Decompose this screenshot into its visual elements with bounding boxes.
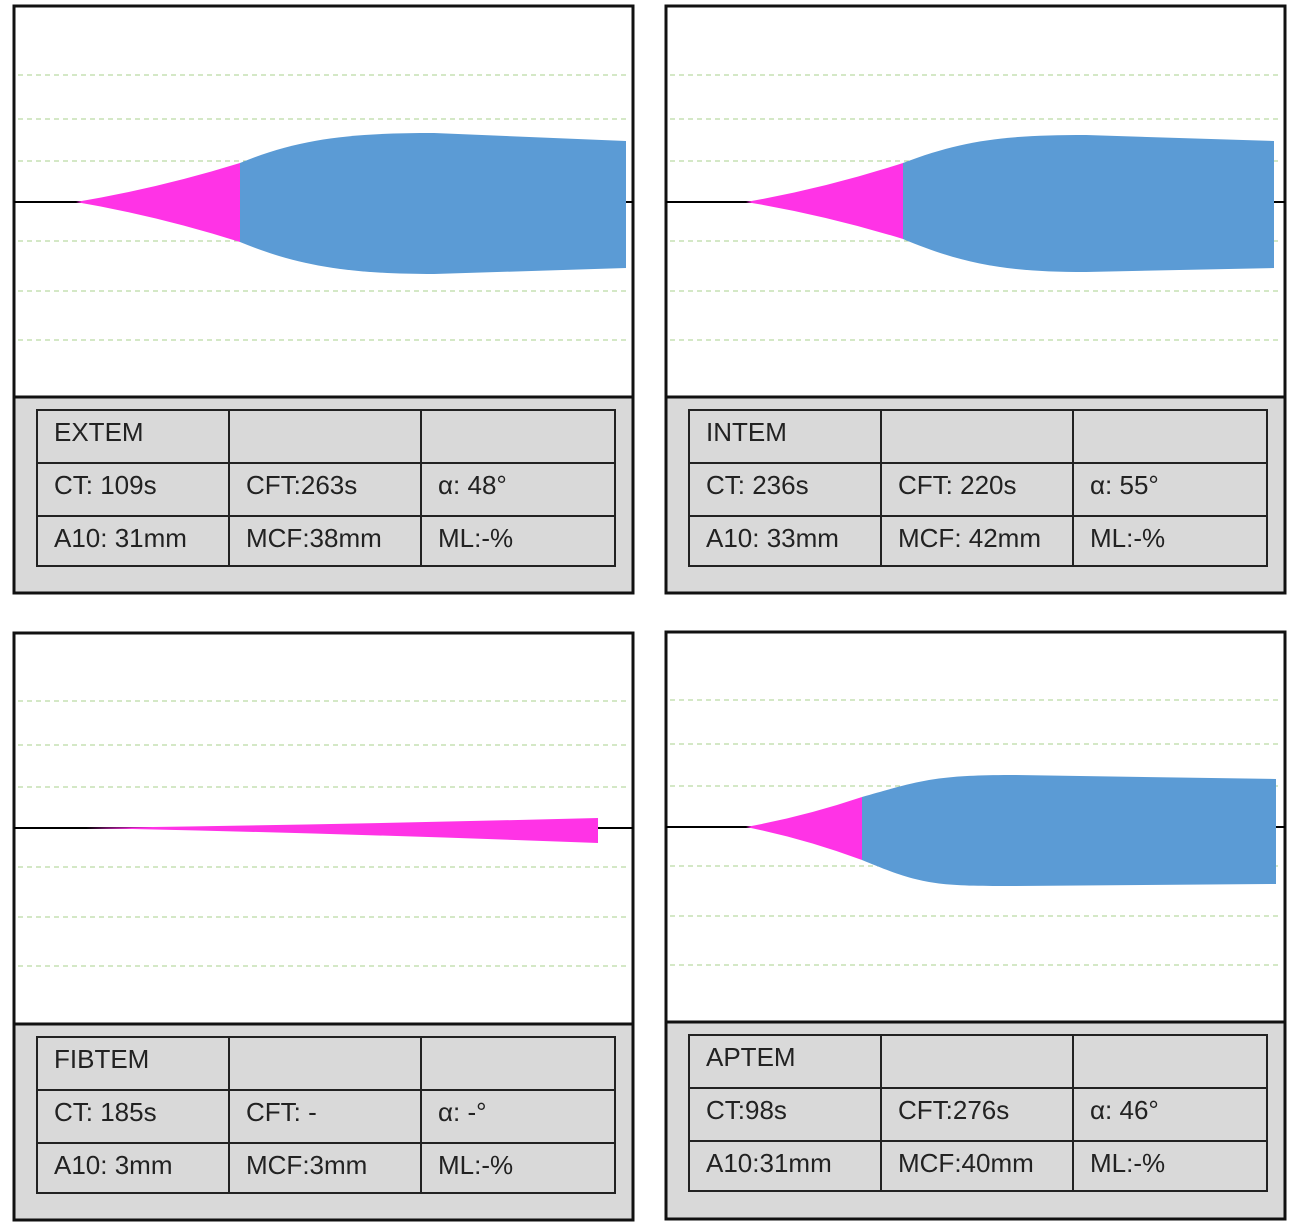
test-name: EXTEM [54, 417, 144, 447]
result-value: A10: 3mm [54, 1150, 173, 1180]
result-value: CFT:263s [246, 470, 357, 500]
result-table: EXTEM CT: 109s CFT:263s α: 48° A10: 31mm MCF:… [36, 409, 616, 567]
result-value: ML:-% [438, 1150, 513, 1180]
table-border [36, 1036, 616, 1194]
result-value: ML:-% [1090, 1148, 1165, 1178]
result-value: CFT:276s [898, 1095, 1009, 1125]
initial-trace [746, 163, 903, 239]
result-value: CFT: - [246, 1097, 317, 1127]
result-value: CT: 109s [54, 470, 157, 500]
firmness-trace [862, 775, 1276, 886]
result-value: A10: 33mm [706, 523, 839, 553]
result-value: CT: 236s [706, 470, 809, 500]
result-value: CFT: 220s [898, 470, 1017, 500]
result-value: A10: 31mm [54, 523, 187, 553]
test-name: FIBTEM [54, 1044, 149, 1074]
panel: INTEM CT: 236s CFT: 220s α: 55° A10: 33mm MCF… [664, 4, 1287, 595]
result-table: FIBTEM CT: 185s CFT: - α: -° A10: 3mm MCF:3mm… [36, 1036, 616, 1194]
panel: FIBTEM CT: 185s CFT: - α: -° A10: 3mm MCF:3mm… [12, 631, 635, 1222]
result-value: MCF:3mm [246, 1150, 367, 1180]
result-value: α: 48° [438, 470, 507, 500]
table-border [688, 1034, 1268, 1192]
result-value: MCF:38mm [246, 523, 382, 553]
result-value: α: 55° [1090, 470, 1159, 500]
initial-trace [86, 818, 598, 843]
firmness-trace [903, 135, 1274, 272]
test-name: INTEM [706, 417, 787, 447]
table-area [12, 1022, 635, 1222]
result-value: α: 46° [1090, 1095, 1159, 1125]
result-value: CT: 185s [54, 1097, 157, 1127]
result-value: CT:98s [706, 1095, 787, 1125]
result-value: MCF: 42mm [898, 523, 1041, 553]
result-value: MCF:40mm [898, 1148, 1034, 1178]
table-area [12, 395, 635, 595]
result-value: α: -° [438, 1097, 487, 1127]
table-border [36, 409, 616, 567]
table-area [664, 1020, 1287, 1221]
firmness-trace [240, 133, 626, 274]
result-table: INTEM CT: 236s CFT: 220s α: 55° A10: 33mm MCF… [688, 409, 1268, 567]
table-area [664, 395, 1287, 595]
initial-trace [746, 797, 862, 860]
panel: APTEM CT:98s CFT:276s α: 46° A10:31mm MCF:40m… [664, 630, 1287, 1221]
table-border [688, 409, 1268, 567]
result-value: ML:-% [1090, 523, 1165, 553]
test-name: APTEM [706, 1042, 796, 1072]
initial-trace [76, 163, 240, 242]
result-value: ML:-% [438, 523, 513, 553]
panel: EXTEM CT: 109s CFT:263s α: 48° A10: 31mm MCF:… [12, 4, 635, 595]
result-table: APTEM CT:98s CFT:276s α: 46° A10:31mm MCF:40m… [688, 1034, 1268, 1192]
result-value: A10:31mm [706, 1148, 832, 1178]
